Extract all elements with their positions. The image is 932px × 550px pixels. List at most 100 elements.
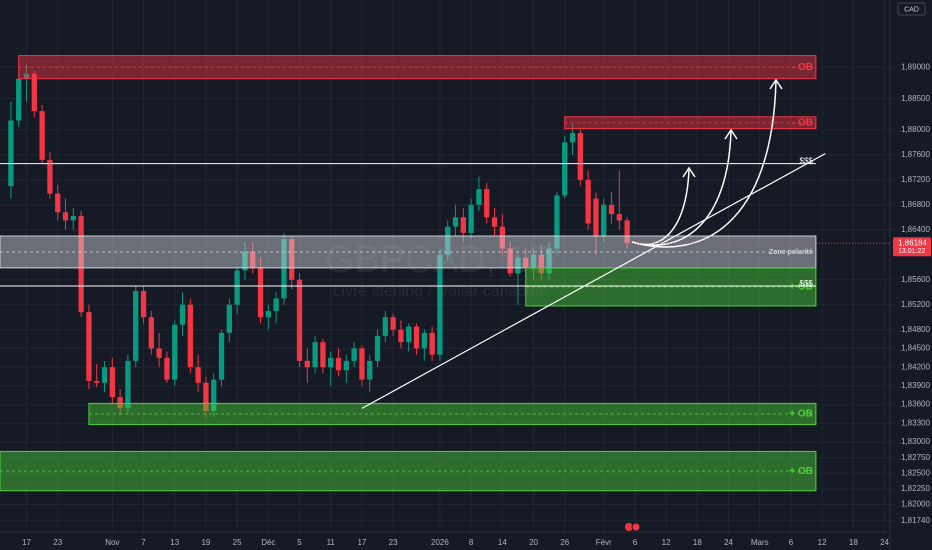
candle-body — [242, 251, 248, 271]
x-tick-label: 20 — [529, 538, 538, 547]
x-tick-label: Févr — [596, 538, 612, 547]
candle-body — [86, 312, 92, 381]
x-tick-label: Déc — [261, 538, 275, 547]
y-tick-label: 1,89000 — [901, 63, 930, 72]
x-tick-label: 6 — [633, 538, 638, 547]
arrow-head — [682, 166, 696, 178]
candle-body — [554, 195, 560, 249]
candle-body — [195, 367, 201, 383]
x-tick-label: 18 — [849, 538, 858, 547]
zone-label: - OB — [792, 117, 813, 128]
candle-body — [460, 217, 466, 233]
candle-body — [413, 326, 420, 349]
candle-body — [296, 279, 303, 361]
candle-body — [179, 304, 186, 325]
zone-label: + OB — [789, 409, 813, 420]
event-icon[interactable] — [631, 522, 641, 532]
candle-body — [445, 226, 451, 255]
currency-box[interactable] — [897, 2, 926, 16]
candle-body — [133, 290, 139, 361]
candle-body — [382, 317, 388, 336]
candle-body — [164, 357, 170, 380]
candle-body — [335, 357, 342, 371]
countdown-label: 13:01:22 — [898, 248, 925, 255]
candle-body — [351, 348, 357, 361]
arrow-head — [724, 128, 738, 140]
candle-body — [484, 189, 490, 218]
candle-body — [94, 380, 100, 383]
y-tick-label: 1,82250 — [901, 484, 930, 493]
x-tick-label: 24 — [724, 538, 733, 547]
candle-body — [624, 220, 630, 244]
candle-body — [523, 257, 529, 268]
candle-body — [312, 342, 318, 368]
currency-label[interactable]: CAD — [904, 6, 919, 13]
y-tick-label: 1,84500 — [901, 344, 930, 353]
x-tick-label: 24 — [880, 538, 889, 547]
candle-body — [78, 216, 84, 313]
y-tick-label: 1,81740 — [901, 516, 930, 525]
candle-body — [211, 379, 217, 411]
y-tick-label: 1,82000 — [901, 500, 930, 509]
x-tick-label: 18 — [693, 538, 702, 547]
y-tick-label: 1,82750 — [901, 453, 930, 462]
candle-body — [328, 357, 334, 368]
y-tick-label: 1,83900 — [901, 381, 930, 390]
event-icon[interactable] — [625, 523, 633, 531]
x-tick-label: 14 — [498, 538, 507, 547]
y-tick-label: 1,87200 — [901, 175, 930, 184]
y-tick-label: 1,83000 — [901, 437, 930, 446]
candle-body — [585, 179, 591, 224]
candle-body — [406, 326, 412, 343]
candle-body — [608, 204, 615, 215]
x-tick-label: 11 — [327, 538, 336, 547]
candle-body — [499, 226, 505, 249]
candle-body — [359, 348, 365, 380]
y-tick-label: 1,86800 — [901, 200, 930, 209]
zone-label: + OB — [789, 282, 813, 293]
candle-body — [101, 367, 108, 383]
candle-body — [468, 204, 474, 233]
candle-body — [304, 360, 310, 368]
zone-label: + OB — [789, 466, 813, 477]
x-tick-label: 25 — [233, 538, 242, 547]
candle-body — [39, 111, 45, 160]
x-tick-label: Mars — [751, 538, 769, 547]
candle-body — [507, 248, 513, 274]
candle-body — [273, 298, 279, 311]
candle-body — [117, 397, 123, 408]
candle-body — [476, 189, 482, 205]
x-tick-label: 2026 — [431, 538, 449, 547]
candle-body — [16, 78, 22, 121]
candle-body — [281, 239, 287, 299]
y-tick-label: 1,87600 — [901, 150, 930, 159]
candle-body — [429, 332, 435, 355]
candle-body — [374, 335, 381, 361]
last-price-label: 1,86184 — [898, 238, 927, 247]
candle-body — [70, 216, 76, 221]
candle-layer — [8, 64, 630, 418]
x-tick-label: 8 — [469, 538, 474, 547]
candle-body — [546, 248, 552, 274]
zone-label: Zone polarité — [769, 249, 813, 256]
candle-body — [156, 348, 162, 358]
y-tick-label: 1,88500 — [901, 94, 930, 103]
trend-line — [361, 153, 826, 409]
candle-body — [562, 142, 568, 196]
x-tick-label: 19 — [201, 538, 210, 547]
candle-body — [515, 257, 521, 274]
y-tick-label: 1,85600 — [901, 275, 930, 284]
candle-body — [187, 304, 193, 368]
x-tick-label: 23 — [389, 538, 398, 547]
y-tick-label: 1,84800 — [901, 325, 930, 334]
candle-body — [31, 73, 37, 112]
x-tick-label: 5 — [297, 538, 302, 547]
candle-body — [437, 254, 443, 355]
candle-body — [257, 267, 264, 318]
projection-arrow — [631, 80, 777, 248]
last-price-tag — [893, 237, 931, 257]
projection-arrow — [631, 130, 732, 246]
candle-body — [55, 193, 61, 213]
candle-body — [234, 270, 240, 305]
